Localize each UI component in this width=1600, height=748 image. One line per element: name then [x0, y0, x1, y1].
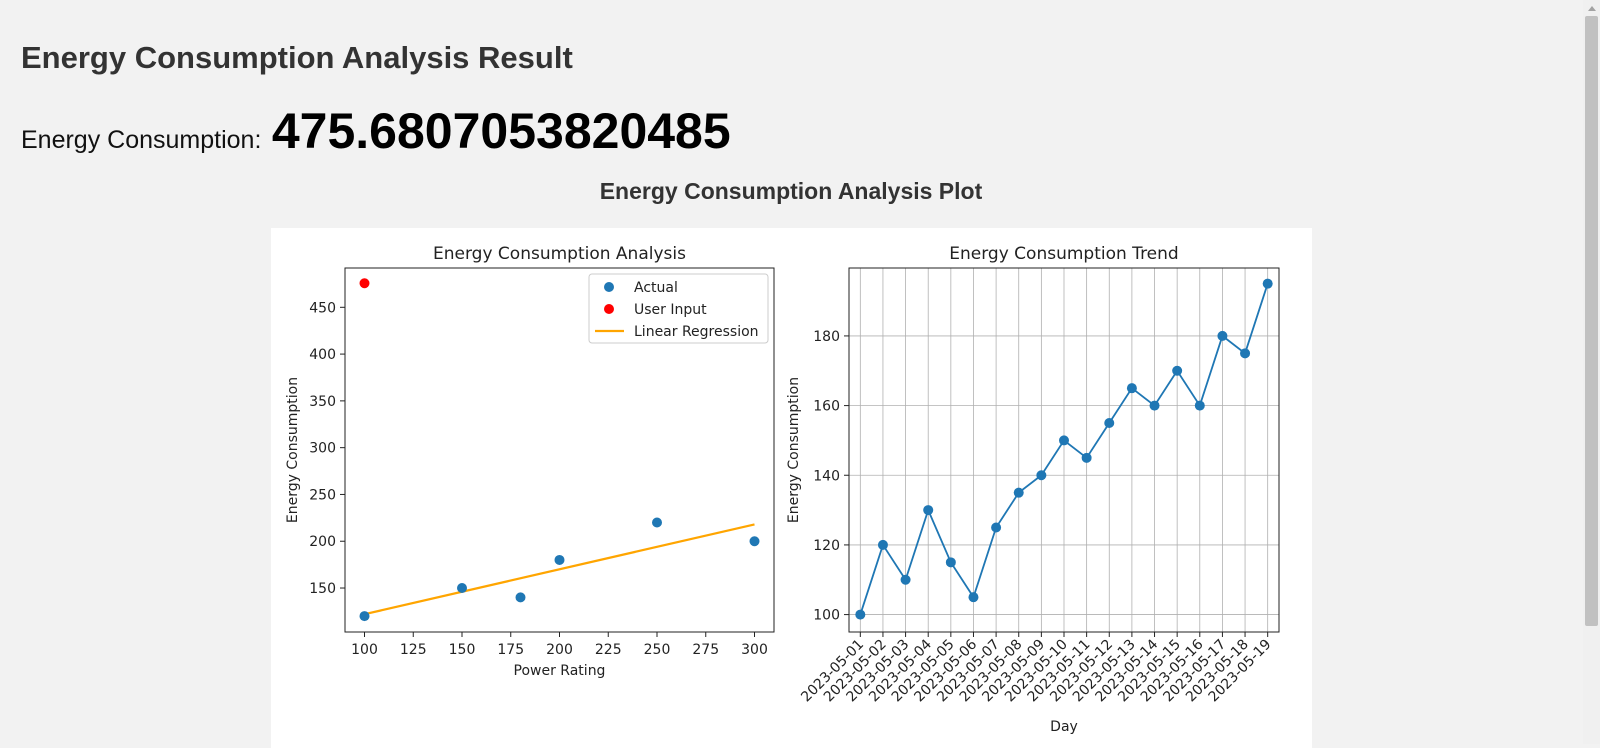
chart1-xtick-label: 200 [546, 642, 573, 658]
trend-point [1194, 400, 1205, 411]
page-title: Energy Consumption Analysis Result [21, 40, 573, 75]
trend-point [1013, 487, 1024, 498]
trend-point [1104, 418, 1115, 429]
legend-user-input-marker [604, 304, 614, 314]
vertical-scrollbar[interactable] [1583, 0, 1600, 744]
chart1-ytick-label: 300 [309, 441, 336, 457]
chart2-frame [848, 267, 1280, 633]
chart1-ytick-label: 200 [309, 534, 336, 550]
trend-point [923, 505, 934, 516]
chart2-ytick-label: 120 [813, 538, 840, 554]
chart1-xtick-label: 100 [351, 642, 378, 658]
actual-point [749, 536, 760, 547]
legend-actual-label: Actual [634, 280, 678, 296]
chart1-ytick-label: 350 [309, 394, 336, 410]
chart2-ytick-label: 140 [813, 468, 840, 484]
trend-point [968, 592, 979, 603]
trend-point [1217, 330, 1228, 341]
chart2-xlabel: Day [1050, 719, 1078, 735]
result-value: 475.6807053820485 [271, 103, 731, 159]
actual-point [457, 583, 467, 594]
chart1-xtick-label: 125 [400, 642, 427, 658]
chart1-title: Energy Consumption Analysis [433, 244, 686, 264]
regression-line [364, 523, 755, 616]
plot-heading: Energy Consumption Analysis Plot [599, 178, 983, 204]
result-line: Energy Consumption: 475.6807053820485 [21, 102, 731, 160]
legend-user-input-label: User Input [634, 302, 707, 318]
chart2-ytick-label: 100 [813, 608, 840, 624]
chart1-ytick-label: 250 [309, 487, 336, 503]
trend-point [1081, 452, 1092, 463]
chart2-title: Energy Consumption Trend [949, 244, 1178, 264]
trend-point [1172, 365, 1183, 376]
chart1-xlabel: Power Rating [514, 663, 606, 679]
legend-regression-label: Linear Regression [634, 324, 759, 340]
chart1-ytick-label: 400 [309, 347, 336, 363]
trend-point [900, 574, 911, 585]
chart1-xtick-label: 175 [497, 642, 524, 658]
actual-point [359, 611, 370, 622]
trend-point [945, 557, 956, 568]
result-label: Energy Consumption: [21, 126, 262, 154]
user-input-point [359, 278, 370, 289]
scrollbar-thumb[interactable] [1585, 16, 1598, 626]
chart1-xtick-label: 250 [644, 642, 671, 658]
chart1-xtick-label: 150 [449, 642, 476, 658]
chart1-xtick-label: 300 [741, 642, 768, 658]
trend-point [1126, 383, 1137, 394]
trend-point [1149, 400, 1160, 411]
trend-point [991, 522, 1002, 533]
trend-point [1262, 278, 1273, 289]
chart1-ytick-label: 450 [309, 300, 336, 316]
chart1-frame [344, 267, 775, 633]
scroll-up-arrow-icon[interactable] [1588, 6, 1596, 11]
chart1-xtick-label: 275 [692, 642, 719, 658]
charts-canvas: Energy Consumption Analysis 100 125 150 175 2… [285, 244, 1280, 735]
chart1-ylabel: Energy Consumption [285, 377, 301, 523]
trend-point [1036, 470, 1047, 481]
legend-actual-marker [604, 282, 614, 292]
actual-point [515, 592, 526, 603]
trend-point [855, 609, 866, 620]
actual-point [554, 554, 565, 565]
actual-point [652, 517, 662, 528]
chart2-ytick-label: 180 [813, 329, 840, 345]
trend-point [1240, 348, 1251, 359]
plot-image: Energy Consumption Analysis 100 125 150 175 2… [271, 228, 1312, 748]
chart1-legend [588, 273, 769, 344]
chart1-ytick-label: 150 [309, 581, 336, 597]
chart2-ylabel: Energy Consumption [786, 377, 802, 523]
trend-point [877, 539, 888, 550]
trend-point [1059, 435, 1069, 446]
chart2-ytick-label: 160 [813, 399, 840, 415]
chart1-xtick-label: 225 [595, 642, 622, 658]
